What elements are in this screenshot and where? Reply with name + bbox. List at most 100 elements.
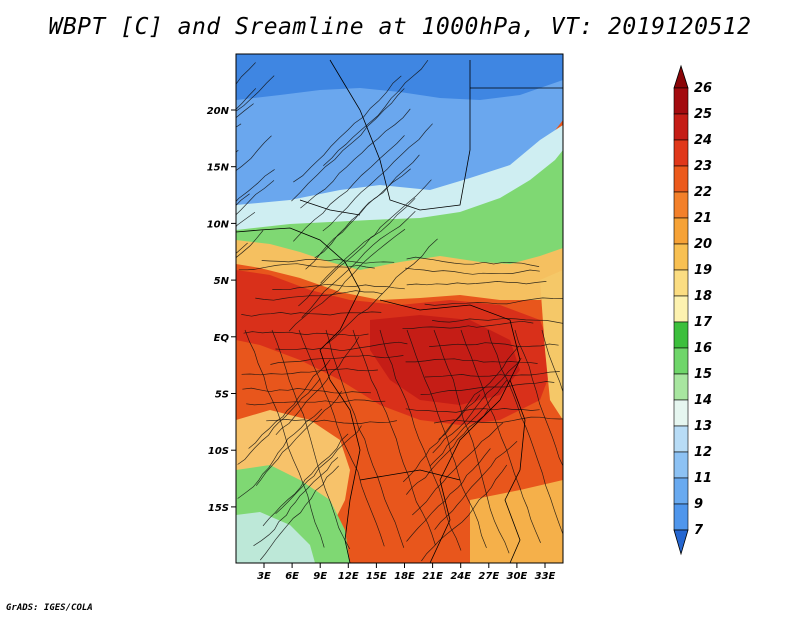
streamline bbox=[275, 336, 519, 440]
lat-tick-label: EQ bbox=[214, 333, 230, 344]
streamline bbox=[514, 329, 563, 467]
colorbar-label: 26 bbox=[694, 81, 712, 96]
region-pale-band bbox=[236, 125, 563, 240]
streamline bbox=[246, 399, 540, 413]
streamline bbox=[379, 329, 462, 551]
streamline bbox=[236, 123, 433, 232]
colorbar-swatch bbox=[673, 113, 689, 141]
colorbar-bottom-arrow bbox=[673, 529, 689, 556]
streamline bbox=[298, 329, 385, 547]
colorbar-label: 19 bbox=[694, 263, 712, 278]
colorbar-label: 16 bbox=[694, 341, 712, 356]
colorbar-swatch bbox=[673, 399, 689, 427]
lat-tick-label: 15N bbox=[207, 163, 230, 174]
lat-tick-label: 10N bbox=[207, 219, 230, 230]
map-title: WBPT [C] and Sreamline at 1000hPa, VT: 2… bbox=[48, 14, 752, 40]
streamline bbox=[238, 263, 540, 275]
footer-credit: GrADS: IGES/COLA bbox=[6, 603, 93, 613]
streamline bbox=[236, 168, 411, 270]
lon-tick-label: 33E bbox=[535, 571, 556, 582]
region-coldest-north bbox=[236, 54, 563, 100]
streamline bbox=[266, 416, 563, 424]
colorbar-label: 12 bbox=[694, 445, 712, 460]
lon-tick-label: 24E bbox=[450, 571, 471, 582]
lat-tick-label: 15S bbox=[208, 503, 229, 514]
lon-tick-label: 18E bbox=[394, 571, 415, 582]
country-borders bbox=[236, 59, 563, 563]
streamline bbox=[236, 88, 405, 202]
streamline bbox=[259, 464, 508, 562]
lon-tick-label: 3E bbox=[257, 571, 271, 582]
streamline bbox=[460, 329, 541, 543]
colorbar-label: 14 bbox=[694, 393, 712, 408]
colorbar-swatch bbox=[673, 191, 689, 219]
latitude-axis: 20N 15N 10N 5N EQ 5S 10S 15S bbox=[207, 106, 236, 514]
streamline bbox=[541, 329, 563, 394]
colorbar: 26 25 24 23 22 21 20 19 18 17 16 15 14 13 12 11 9 7 bbox=[673, 64, 713, 556]
colorbar-swatch bbox=[673, 321, 689, 349]
colorbar-swatch bbox=[673, 503, 689, 531]
streamline bbox=[236, 238, 438, 344]
streamline bbox=[236, 135, 405, 242]
lon-tick-label: 9E bbox=[313, 571, 327, 582]
colorbar-swatch bbox=[673, 347, 689, 375]
colorbar-label: 25 bbox=[694, 107, 712, 122]
colorbar-swatch bbox=[673, 295, 689, 323]
colorbar-swatch bbox=[673, 87, 689, 115]
streamline bbox=[241, 311, 563, 324]
streamline bbox=[236, 75, 402, 183]
map-frame bbox=[235, 53, 564, 564]
colorbar-label: 11 bbox=[694, 471, 712, 486]
colorbar-label: 18 bbox=[694, 289, 712, 304]
region-southeast-warm bbox=[470, 480, 563, 563]
region-east-coast bbox=[540, 270, 563, 420]
streamline bbox=[433, 329, 510, 554]
streamline bbox=[406, 329, 487, 549]
map-panel bbox=[236, 54, 563, 563]
lat-tick-label: 5N bbox=[214, 276, 230, 287]
streamline bbox=[275, 341, 559, 352]
streamline bbox=[237, 408, 489, 499]
streamline bbox=[236, 59, 429, 166]
streamline bbox=[271, 329, 351, 550]
colorbar-swatch bbox=[673, 243, 689, 271]
streamline bbox=[236, 149, 420, 259]
lon-tick-label: 6E bbox=[285, 571, 299, 582]
colorbar-label: 9 bbox=[694, 497, 703, 512]
colorbar-swatch bbox=[673, 373, 689, 401]
colorbar-top-arrow bbox=[673, 64, 689, 89]
colorbar-label: 13 bbox=[694, 419, 712, 434]
lat-tick-label: 10S bbox=[208, 446, 229, 457]
region-green-band bbox=[236, 150, 563, 278]
colorbar-label: 22 bbox=[694, 185, 712, 200]
colorbar-label: 20 bbox=[694, 237, 712, 252]
colorbar-swatch bbox=[673, 217, 689, 245]
colorbar-swatch bbox=[673, 269, 689, 297]
lat-tick-label: 20N bbox=[207, 106, 230, 117]
lon-tick-label: 12E bbox=[338, 571, 359, 582]
streamline bbox=[236, 193, 416, 307]
streamline bbox=[487, 329, 563, 536]
streamline bbox=[272, 281, 547, 291]
longitude-axis: 3E 6E 9E 12E 15E 18E 21E 24E 27E 30E 33E bbox=[257, 563, 556, 582]
colorbar-swatch bbox=[673, 139, 689, 167]
lat-tick-label: 5S bbox=[215, 390, 229, 401]
lon-tick-label: 27E bbox=[478, 571, 499, 582]
streamline bbox=[255, 290, 563, 306]
streamline bbox=[236, 103, 411, 209]
colorbar-label: 15 bbox=[694, 367, 712, 382]
streamline bbox=[352, 329, 436, 546]
streamline bbox=[242, 381, 555, 395]
streamline bbox=[270, 354, 538, 365]
colorbar-label: 17 bbox=[694, 315, 713, 330]
colorbar-swatch bbox=[673, 451, 689, 479]
colorbar-swatch bbox=[673, 165, 689, 193]
streamline bbox=[253, 448, 491, 547]
lon-tick-label: 21E bbox=[422, 571, 443, 582]
colorbar-label: 24 bbox=[694, 133, 712, 148]
colorbar-swatch bbox=[673, 477, 689, 505]
streamline bbox=[244, 329, 325, 548]
streamline bbox=[261, 256, 540, 267]
colorbar-swatch bbox=[673, 425, 689, 453]
